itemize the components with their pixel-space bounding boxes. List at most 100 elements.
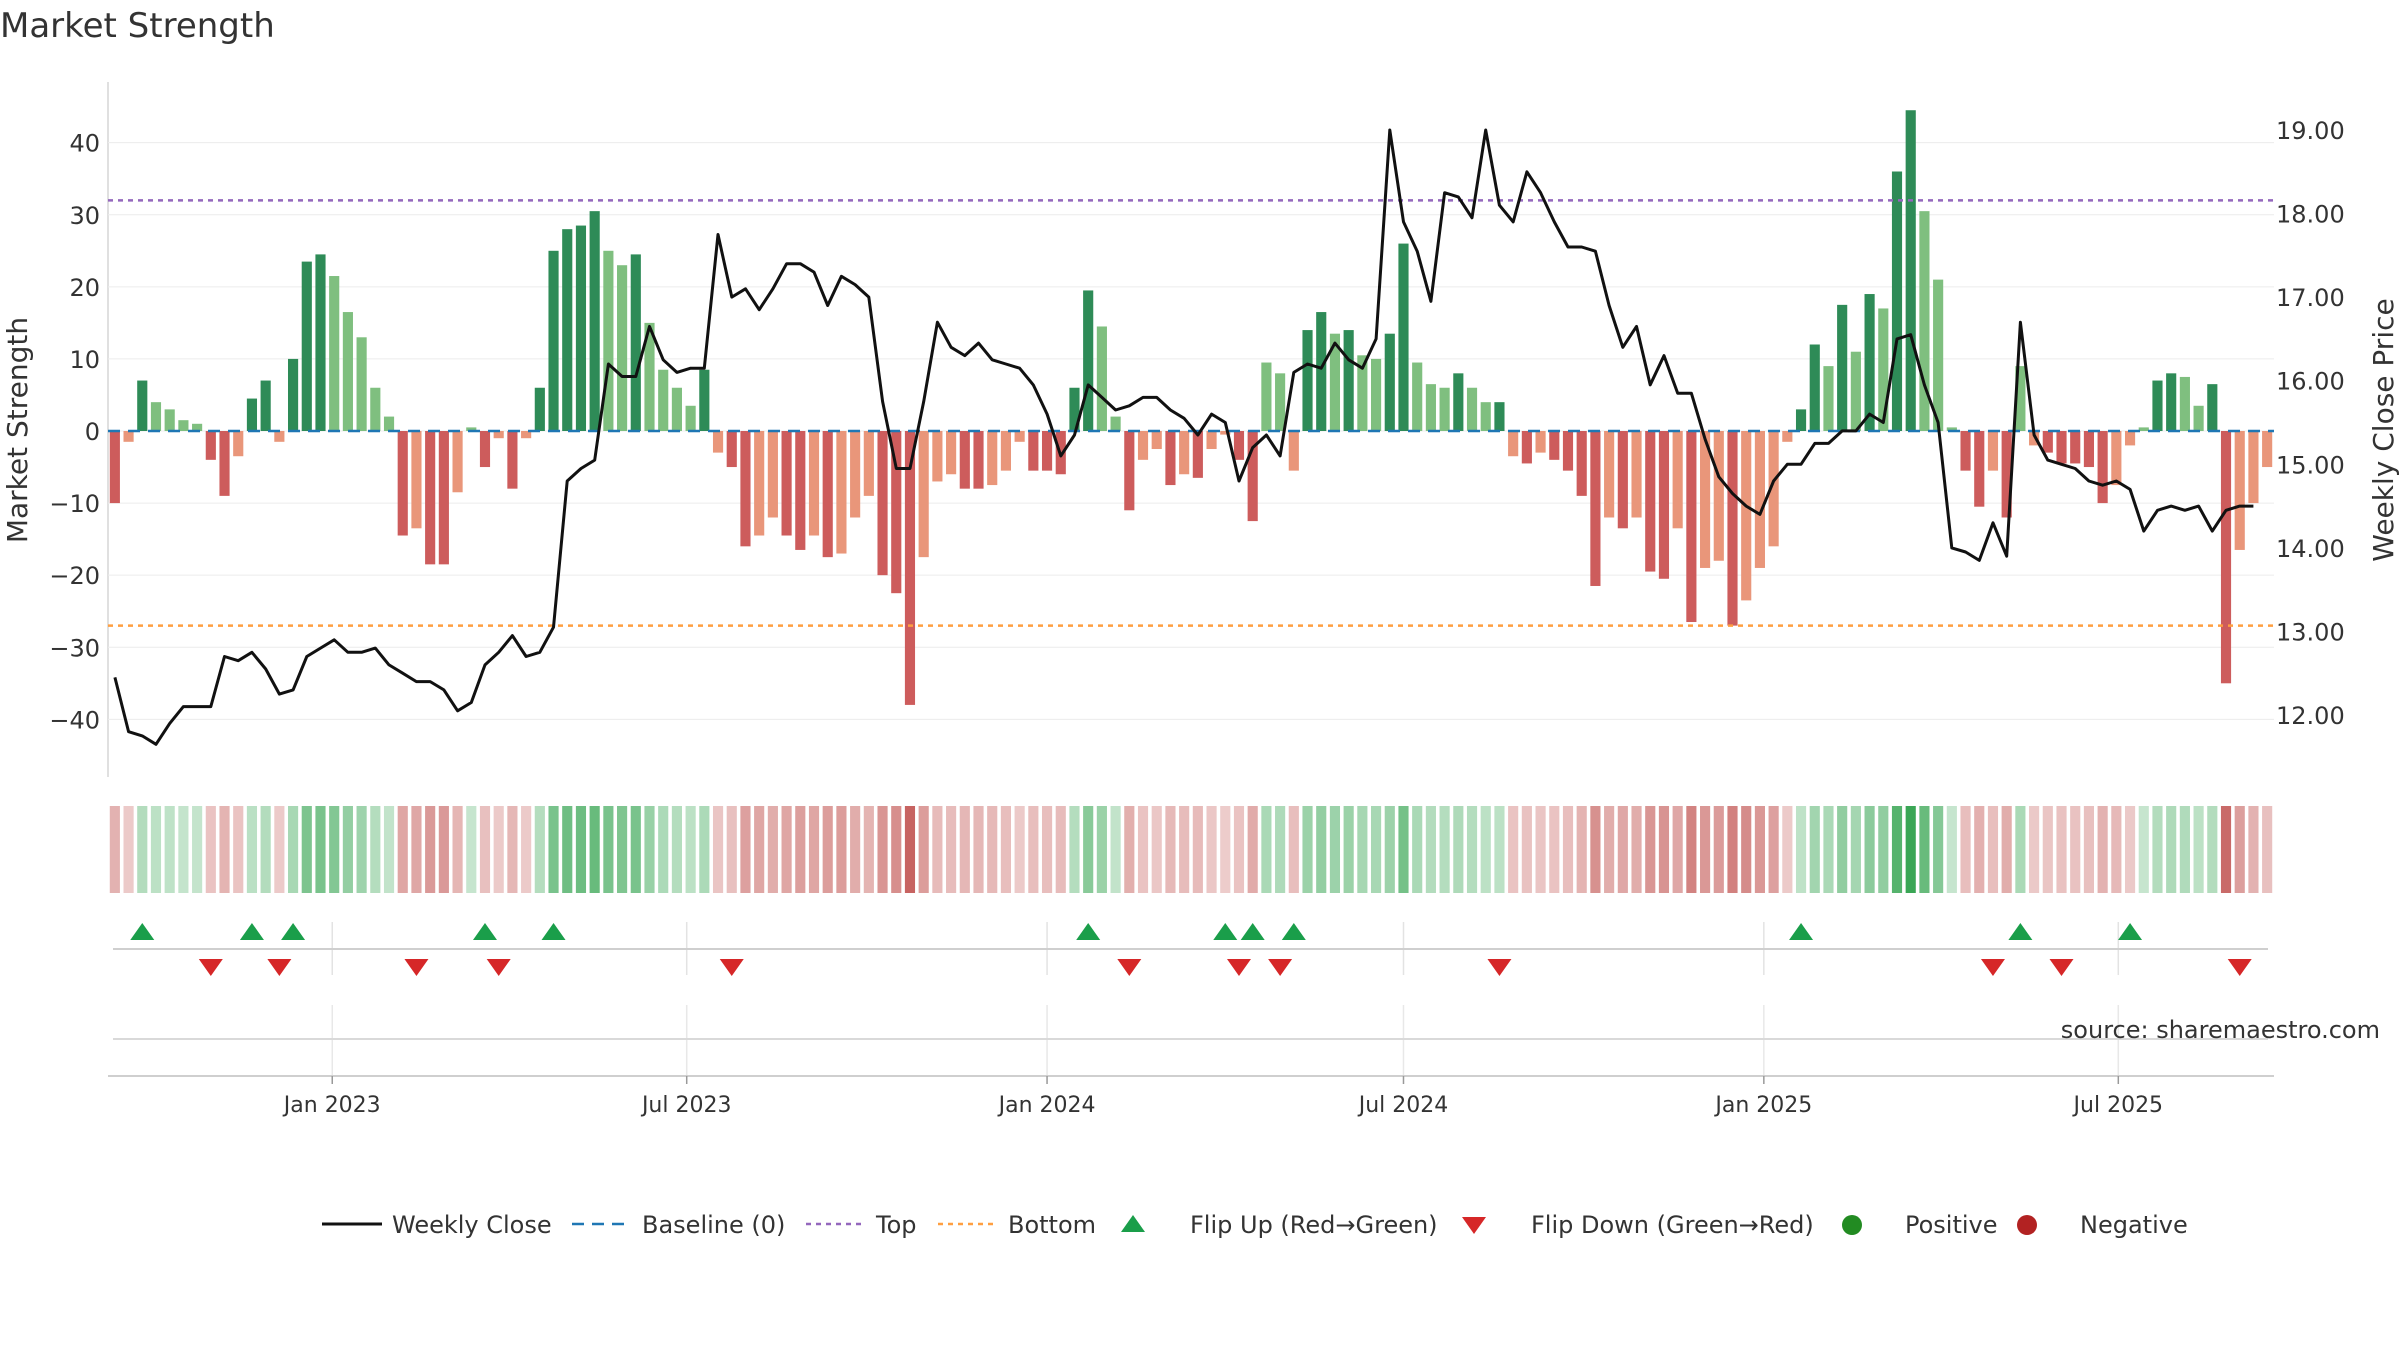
strength-heat-cell xyxy=(1809,806,1820,893)
legend-weekly-close-label: Weekly Close xyxy=(392,1211,552,1239)
strength-bar xyxy=(1782,431,1793,442)
strength-heat-cell xyxy=(534,806,545,893)
strength-heat-cell xyxy=(383,806,395,893)
strength-heat-cell xyxy=(342,806,353,893)
strength-heat-cell xyxy=(1946,806,1957,893)
strength-heat-cell xyxy=(1439,806,1450,893)
strength-bar xyxy=(781,431,792,536)
strength-bar xyxy=(274,431,285,442)
strength-bar xyxy=(178,420,189,431)
strength-bar xyxy=(712,431,724,453)
strength-bar xyxy=(1864,294,1875,431)
flip-up-marker xyxy=(281,923,306,940)
strength-bar xyxy=(1795,409,1807,431)
flip-up-marker xyxy=(2008,923,2033,940)
strength-bar xyxy=(1987,431,1999,471)
strength-bar xyxy=(2015,366,2026,431)
strength-bar xyxy=(1521,431,1532,464)
strength-bar xyxy=(1494,402,1505,431)
strength-bar xyxy=(1124,431,1135,511)
strength-heat-cell xyxy=(603,806,614,893)
legend-baseline-label: Baseline (0) xyxy=(642,1211,785,1239)
strength-bar xyxy=(2029,431,2040,446)
strength-bar xyxy=(699,369,710,431)
strength-bar xyxy=(370,387,381,431)
strength-heat-cell xyxy=(1672,806,1683,893)
strength-heat-cell xyxy=(575,806,587,893)
strength-bar xyxy=(822,431,833,558)
strength-bar xyxy=(137,380,148,431)
strength-bar xyxy=(1357,355,1368,431)
strength-heat-cell xyxy=(178,806,189,893)
strength-bar xyxy=(658,369,669,431)
strength-bar xyxy=(671,387,682,431)
strength-bar xyxy=(740,431,751,547)
strength-bar xyxy=(1919,211,1930,431)
strength-bar xyxy=(1096,326,1107,431)
strength-heat-cell xyxy=(1864,806,1875,893)
y-right-tick-label: 14.00 xyxy=(2276,535,2345,563)
y-left-tick-label: 30 xyxy=(69,202,100,230)
legend-negative-label: Negative xyxy=(2080,1211,2188,1239)
flip-markers-panel xyxy=(108,922,2274,1077)
strength-heat-cell xyxy=(1562,806,1574,893)
strength-heat-cell xyxy=(959,806,970,893)
strength-bar xyxy=(342,312,353,431)
strength-bar xyxy=(411,431,422,529)
strength-heat-cell xyxy=(2166,806,2177,893)
strength-heat-cell xyxy=(1631,806,1642,893)
strength-heat-cell xyxy=(192,806,203,893)
strength-bar xyxy=(1878,308,1889,431)
strength-bar xyxy=(1946,427,1957,431)
strength-bar xyxy=(1288,431,1299,471)
legend-positive-label: Positive xyxy=(1905,1211,1998,1239)
flip-down-marker xyxy=(2049,959,2074,976)
flip-down-marker xyxy=(719,959,744,976)
strength-bar xyxy=(1014,431,1025,442)
strength-heat-cell xyxy=(1576,806,1587,893)
strength-heat-cell xyxy=(1069,806,1080,893)
strength-bar xyxy=(850,431,861,518)
flip-down-marker xyxy=(1487,959,1512,976)
flip-up-marker xyxy=(1789,923,1814,940)
strength-bar xyxy=(973,431,984,489)
strength-heat-cell xyxy=(850,806,861,893)
strength-bar xyxy=(1261,362,1272,431)
strength-heat-cell xyxy=(260,806,271,893)
strength-bar xyxy=(1083,290,1094,431)
strength-bar xyxy=(1466,387,1478,431)
strength-heat-cell xyxy=(1604,806,1615,893)
strength-heat-cell xyxy=(2083,806,2095,893)
legend-top-label: Top xyxy=(875,1211,917,1239)
strength-heat-cell xyxy=(644,806,655,893)
strength-bar xyxy=(123,431,134,442)
strength-bar xyxy=(1275,373,1286,431)
strength-heat-cell xyxy=(548,806,559,893)
strength-bar xyxy=(1823,366,1834,431)
strength-heat-cell xyxy=(2111,806,2122,893)
strength-heat-cell xyxy=(1329,806,1341,893)
strength-heat-cell xyxy=(1083,806,1094,893)
strength-heat-cell xyxy=(836,806,847,893)
flip-down-marker xyxy=(1268,959,1293,976)
strength-bar xyxy=(301,261,312,431)
strength-heat-cell xyxy=(1754,806,1765,893)
strength-heat-cell xyxy=(1535,806,1546,893)
strength-bar xyxy=(287,358,299,431)
source-label: source: sharemaestro.com xyxy=(2061,1016,2380,1044)
strength-heat-cell xyxy=(1384,806,1395,893)
strength-heat-cell xyxy=(808,806,820,893)
y-right-tick-label: 15.00 xyxy=(2276,451,2345,479)
y-left-tick-label: −30 xyxy=(49,634,100,662)
chart-title: Market Strength xyxy=(0,6,275,46)
strength-bar xyxy=(2234,431,2245,550)
strength-bar xyxy=(754,431,765,536)
strength-bar xyxy=(603,250,614,431)
strength-heat-cell xyxy=(1233,806,1245,893)
strength-bar xyxy=(1891,171,1903,431)
strength-bar xyxy=(918,431,929,558)
strength-bar xyxy=(2220,431,2232,684)
strength-bar xyxy=(1192,431,1203,478)
strength-bar xyxy=(863,431,874,496)
strength-heat-cell xyxy=(1206,806,1217,893)
